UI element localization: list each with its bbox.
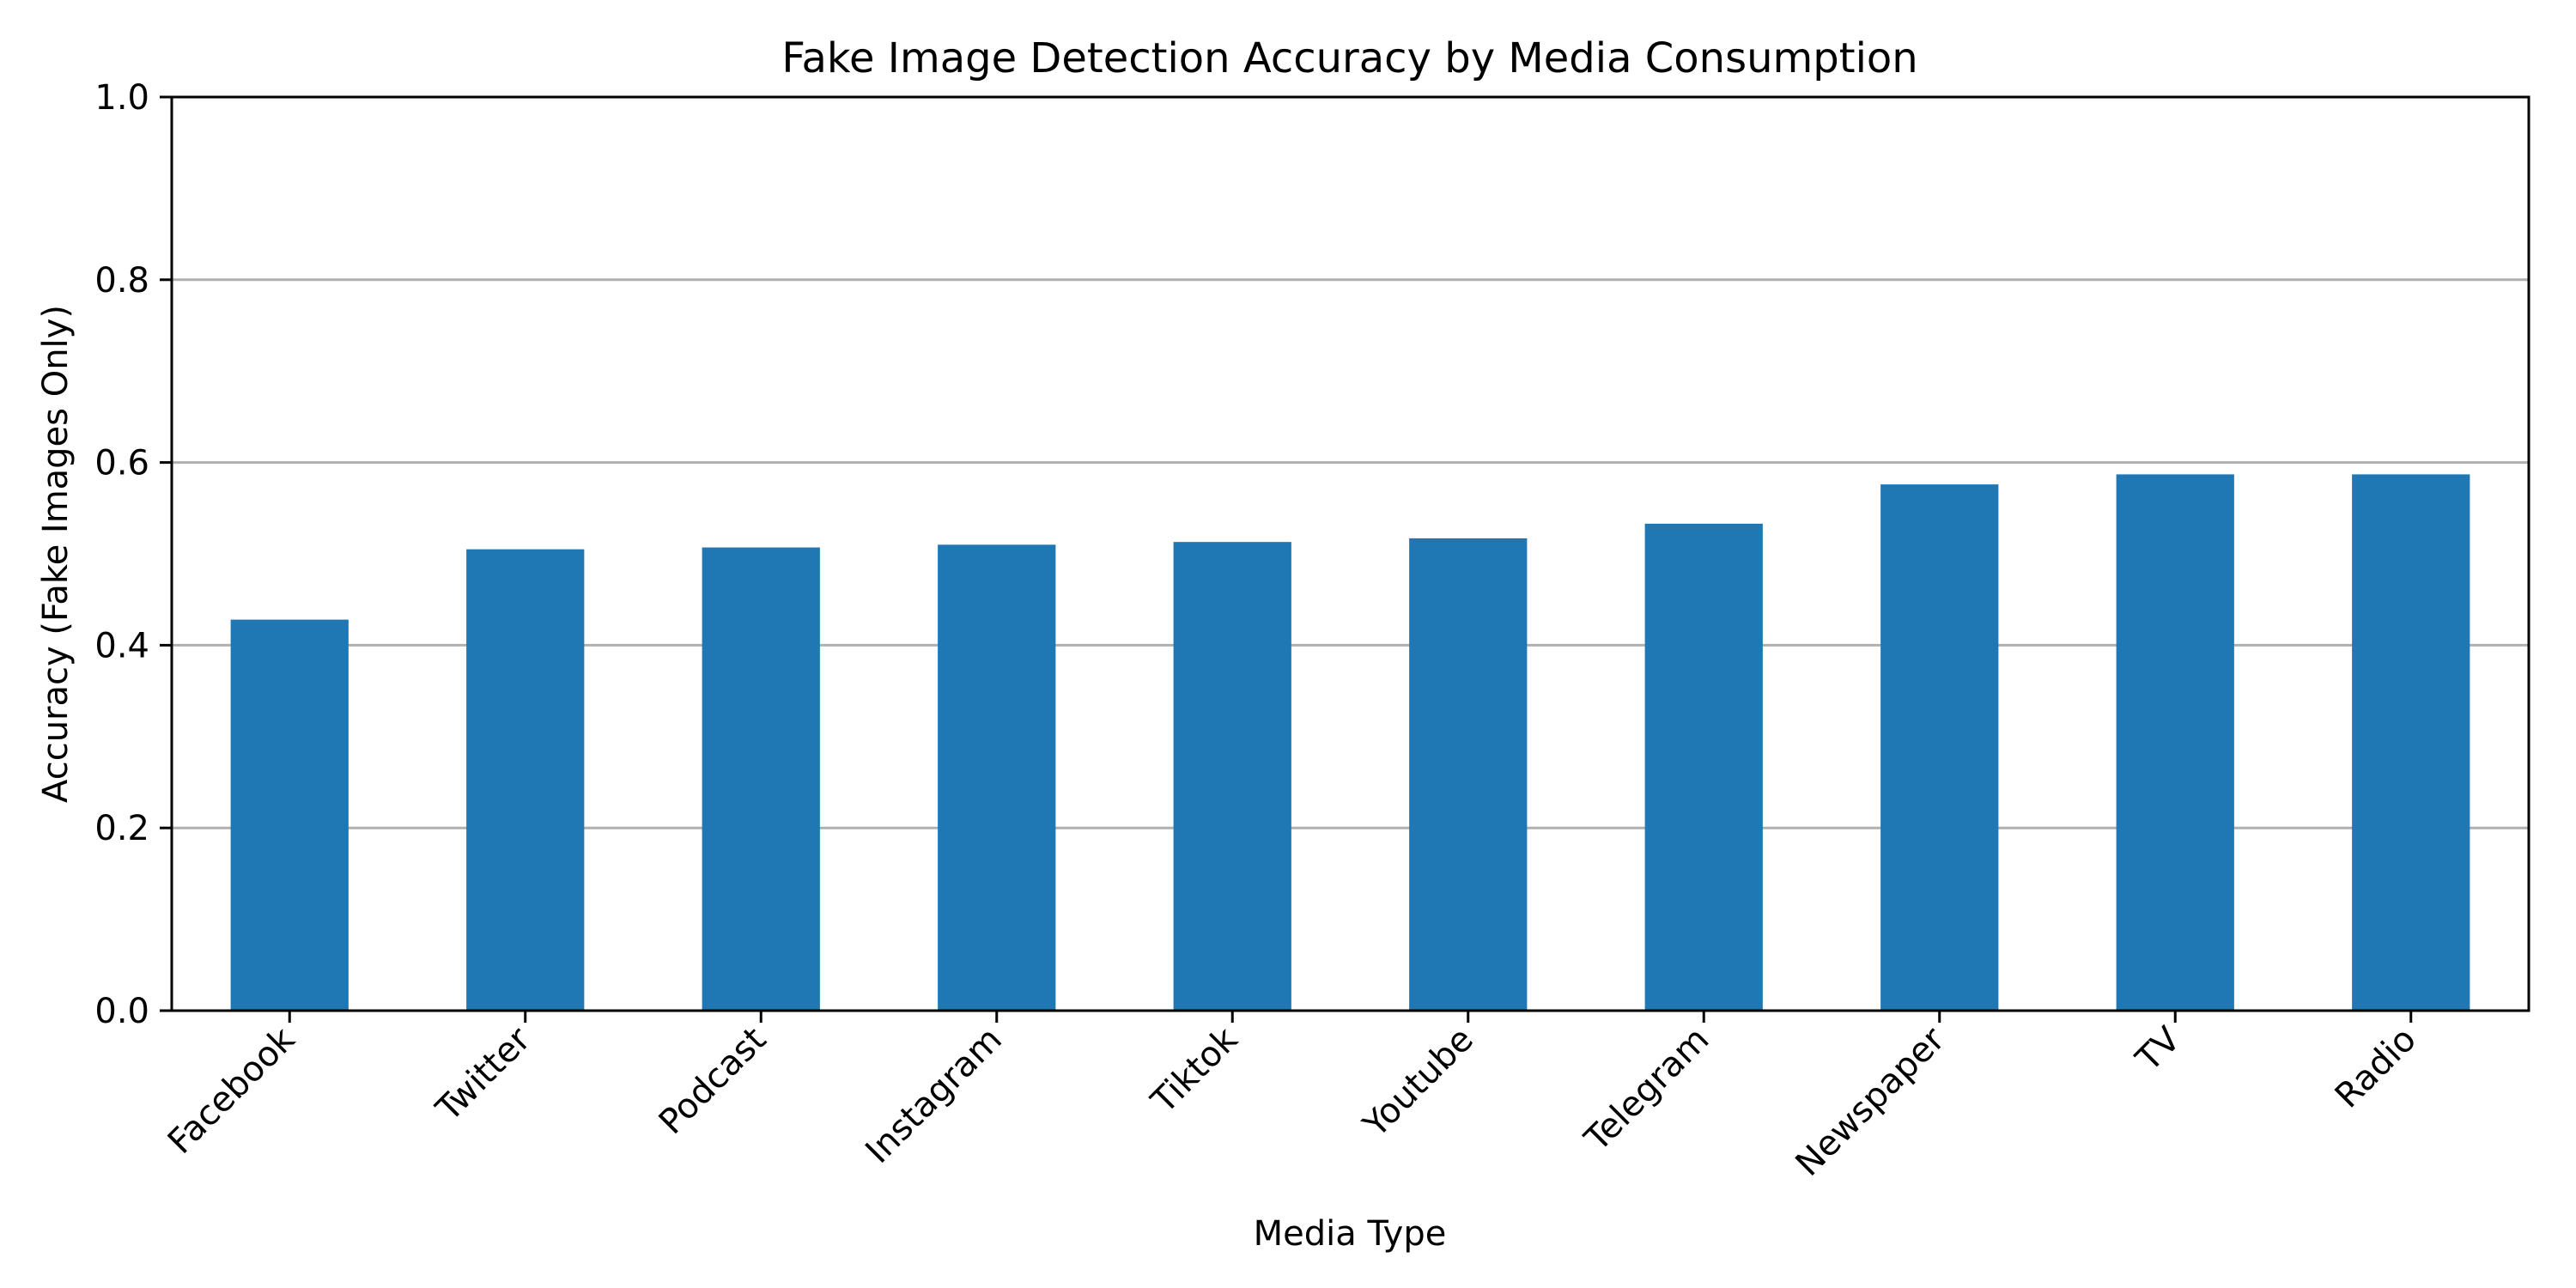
bar bbox=[1409, 538, 1528, 1011]
x-tick-label: Youtube bbox=[1355, 1020, 1480, 1145]
bar bbox=[1173, 542, 1291, 1011]
x-tick-label: Radio bbox=[2328, 1020, 2424, 1116]
x-tick-label: Newspaper bbox=[1789, 1019, 1953, 1184]
bar bbox=[938, 544, 1056, 1011]
x-axis-label: Media Type bbox=[1254, 1214, 1447, 1254]
x-tick-label: Tiktok bbox=[1144, 1019, 1246, 1121]
bar bbox=[1644, 523, 1763, 1011]
plot-frame bbox=[170, 95, 2530, 1012]
x-tick-label: Facebook bbox=[161, 1019, 303, 1162]
bar bbox=[466, 549, 585, 1011]
y-tick-label: 0.6 bbox=[94, 444, 149, 483]
bar bbox=[702, 547, 820, 1011]
bars bbox=[230, 474, 2470, 1011]
chart-title: Fake Image Detection Accuracy by Media C… bbox=[781, 34, 1917, 82]
y-tick-label: 0.2 bbox=[94, 809, 149, 848]
x-tick-label: TV bbox=[2128, 1019, 2188, 1079]
bar bbox=[230, 619, 349, 1011]
y-tick-label: 0.0 bbox=[94, 992, 149, 1031]
x-tick-label: Telegram bbox=[1577, 1020, 1716, 1160]
bar bbox=[1880, 484, 1999, 1011]
y-tick-label: 1.0 bbox=[94, 78, 149, 118]
bar bbox=[2352, 474, 2470, 1011]
y-axis-label: Accuracy (Fake Images Only) bbox=[36, 305, 76, 803]
y-tick-label: 0.8 bbox=[94, 261, 149, 301]
y-tick-label: 0.4 bbox=[94, 626, 149, 665]
x-tick-label: Twitter bbox=[428, 1019, 538, 1129]
y-axis-ticks: 0.0 0.2 0.4 0.6 0.8 1.0 bbox=[94, 78, 172, 1031]
x-axis-ticks: Facebook Twitter Podcast Instagram Tiktok You… bbox=[161, 1011, 2424, 1184]
bar bbox=[2116, 474, 2234, 1011]
x-tick-label: Instagram bbox=[858, 1020, 1009, 1171]
x-tick-label: Podcast bbox=[652, 1020, 775, 1143]
